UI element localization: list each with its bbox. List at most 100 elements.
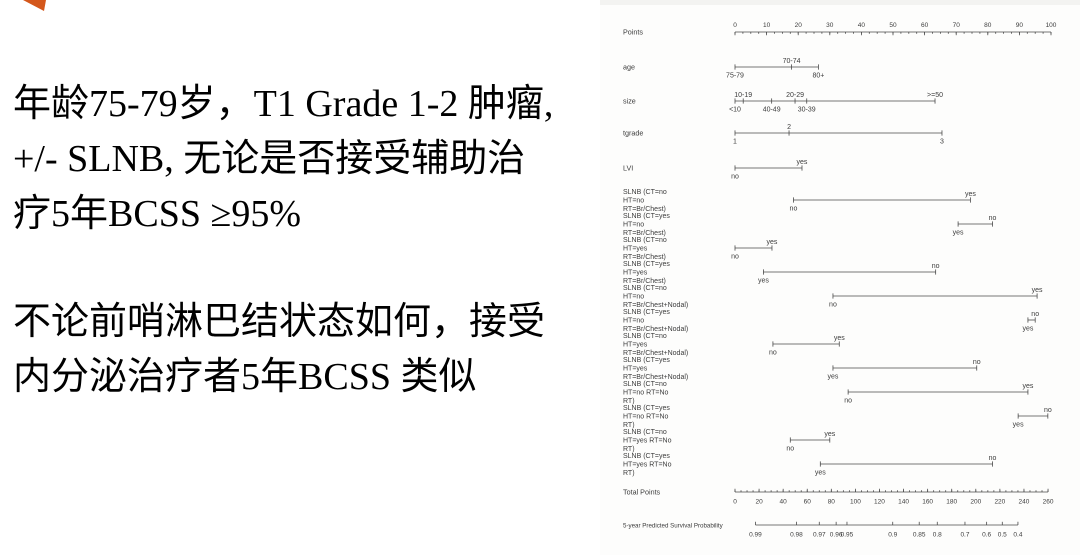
tick-label: no — [829, 302, 837, 309]
tick-label: HT=yes — [623, 341, 648, 348]
nomogram-panel: Points 0 10 20 30 40 50 60 70 80 90 100 age 75-79 70-7… — [600, 0, 1080, 555]
tick-label: yes — [1013, 422, 1024, 429]
tick-label: RT) — [623, 470, 635, 477]
slide-text-block-2: 不论前哨淋巴结状态如何，接受 内分泌治疗者5年BCSS 类似 — [13, 301, 546, 398]
tick-label: 0.9 — [888, 532, 897, 539]
tick-label: yes — [1022, 326, 1033, 333]
survival-axis: 5-year Predicted Survival Probability 0.9… — [623, 521, 1023, 539]
tick-label: 0.8 — [933, 532, 942, 539]
tick-label: SLNB (CT=yes — [623, 213, 670, 220]
tick-label: RT) — [623, 422, 635, 429]
tick-label: 20-29 — [786, 92, 804, 99]
tick-label: 3 — [940, 139, 944, 146]
tick-label: 0.97 — [813, 532, 826, 539]
tick-label: HT=no — [623, 317, 644, 324]
tick-label: 10 — [763, 22, 771, 29]
total-points-axis: Total Points 0 20 40 60 80 100 120 140 160 180 200 2… — [623, 487, 1054, 505]
tick-label: yes — [767, 239, 778, 246]
tick-label: SLNB (CT=yes — [623, 405, 670, 412]
tick-label: 0.96 — [830, 532, 843, 539]
tick-label: 160 — [922, 499, 933, 506]
tick-label: 80 — [828, 499, 836, 506]
tick-label: RT=Br/Chest) — [623, 278, 666, 285]
tick-label: RT=Br/Chest) — [623, 230, 666, 237]
tick-label: HT=no — [623, 293, 644, 300]
tick-label: 70-74 — [783, 58, 801, 65]
tick-label: 70 — [953, 22, 961, 29]
tick-label: 0.6 — [982, 532, 991, 539]
tick-label: yes — [953, 230, 964, 237]
tick-label: 0.85 — [913, 532, 926, 539]
tick-label: Points — [623, 28, 643, 37]
tick-label: no — [989, 455, 997, 462]
tick-label: >=50 — [927, 92, 943, 99]
tick-label: 40-49 — [763, 107, 781, 114]
tick-label: 60 — [804, 499, 812, 506]
tick-label: RT=Br/Chest+Nodal) — [623, 302, 688, 309]
tick-label: SLNB (CT=no — [623, 285, 667, 292]
tick-label: RT=Br/Chest+Nodal) — [623, 374, 688, 381]
tick-label: RT) — [623, 398, 635, 405]
tick-label: 140 — [898, 499, 909, 506]
tick-label: 0.98 — [790, 532, 803, 539]
tick-label: HT=no RT=No — [623, 413, 668, 420]
tick-label: 80+ — [812, 73, 824, 80]
tick-label: 40 — [858, 22, 866, 29]
tick-label: HT=no — [623, 197, 644, 204]
tick-label: 100 — [850, 499, 861, 506]
tick-label: 180 — [946, 499, 957, 506]
tick-label: yes — [815, 470, 826, 477]
tick-label: yes — [834, 335, 845, 342]
slide-text-block-1: 年龄75-79岁，T1 Grade 1-2 肿瘤, +/- SLNB, 无论是否… — [13, 83, 554, 235]
tick-label: no — [1031, 311, 1039, 318]
tick-label: 30-39 — [798, 107, 816, 114]
tick-label: HT=no — [623, 221, 644, 228]
tick-label: HT=yes RT=No — [623, 437, 672, 444]
tick-label: 80 — [984, 22, 992, 29]
tick-label: yes — [824, 431, 835, 438]
tick-label: no — [932, 263, 940, 270]
tick-label: 0.95 — [841, 532, 854, 539]
tick-label: yes — [965, 191, 976, 198]
tick-label: 20 — [755, 499, 763, 506]
tick-label: SLNB (CT=yes — [623, 357, 670, 364]
tick-label: 60 — [921, 22, 929, 29]
tick-label: 0 — [733, 499, 737, 506]
tick-label: tgrade — [623, 128, 643, 137]
tick-label: HT=no RT=No — [623, 389, 668, 396]
tick-label: 0.7 — [960, 532, 969, 539]
tick-label: RT=Br/Chest+Nodal) — [623, 326, 688, 333]
nomogram-row: age 75-79 70-74 80+ — [623, 58, 824, 80]
tick-label: 2 — [787, 124, 791, 131]
tick-label: SLNB (CT=no — [623, 189, 667, 196]
tick-label: LVI — [623, 163, 633, 172]
tick-label: no — [973, 359, 981, 366]
tick-label: RT=Br/Chest+Nodal) — [623, 350, 688, 357]
tick-label: 0 — [733, 22, 737, 29]
tick-label: 5-year Predicted Survival Probability — [623, 522, 724, 529]
tick-label: SLNB (CT=no — [623, 333, 667, 340]
tick-label: no — [790, 206, 798, 213]
tick-label: yes — [828, 374, 839, 381]
panel-top-strip — [600, 0, 1080, 5]
tick-label: no — [769, 350, 777, 357]
tick-label: SLNB (CT=no — [623, 237, 667, 244]
tick-label: 90 — [1016, 22, 1024, 29]
tick-label: HT=yes RT=No — [623, 461, 672, 468]
tick-label: no — [989, 215, 997, 222]
tick-label: SLNB (CT=yes — [623, 453, 670, 460]
tick-label: HT=yes — [623, 269, 648, 276]
tick-label: RT=Br/Chest) — [623, 254, 666, 261]
tick-label: no — [844, 398, 852, 405]
logo-triangle-shape — [23, 0, 46, 11]
nomogram-row: LVI no yes — [623, 159, 808, 181]
